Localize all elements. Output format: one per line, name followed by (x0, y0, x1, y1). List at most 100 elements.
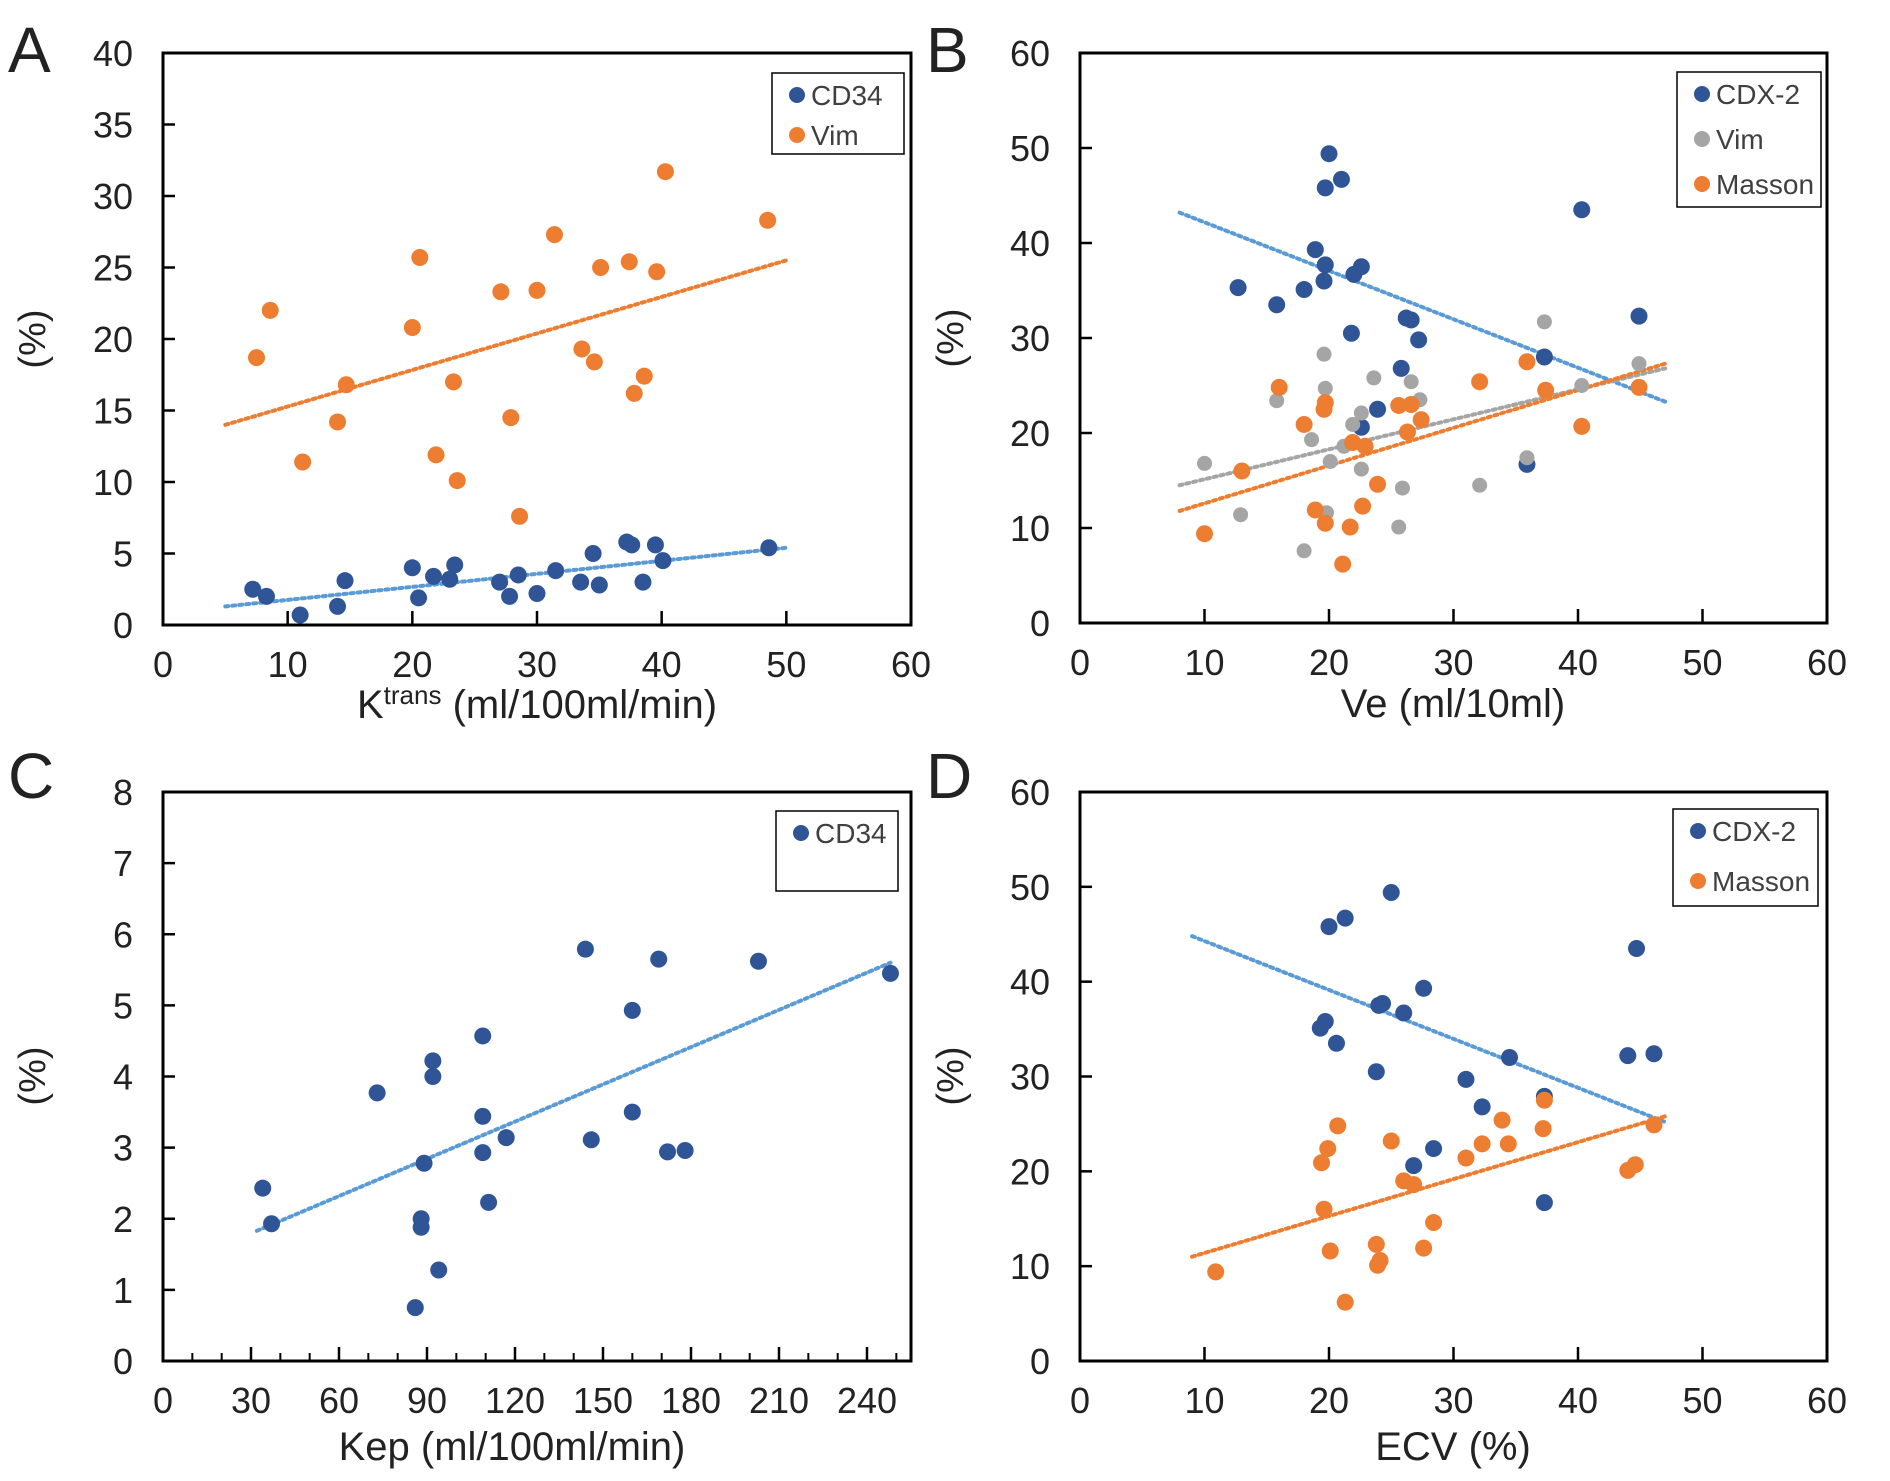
panel-d-y-tick-label: 20 (1010, 1151, 1050, 1192)
panel-a-vim-point (502, 409, 520, 427)
panel-c-y-tick-label: 8 (113, 772, 133, 813)
panel-a-vim-point (759, 211, 777, 229)
panel-a-vim-point (411, 248, 429, 266)
panel-a-vim-point (573, 340, 591, 358)
panel-d-legend-masson-marker (1690, 873, 1706, 889)
panel-d-masson-point (1382, 1132, 1400, 1150)
panel-d-masson-point (1315, 1200, 1333, 1218)
panel-b-vim-point (1366, 370, 1382, 386)
panel-c-cd34-point (576, 940, 594, 958)
panel-b-y-tick-label: 40 (1010, 223, 1050, 264)
panel-b-vim-point (1296, 543, 1312, 559)
panel-d-masson-point (1457, 1149, 1475, 1167)
panel-a-vim-point (248, 349, 265, 367)
panel-c-cd34-point (424, 1068, 442, 1085)
panel-d-y-tick-label: 0 (1030, 1341, 1050, 1382)
panel-b-letter: B (926, 14, 969, 86)
panel-d-y-tick-label: 30 (1010, 1057, 1050, 1098)
panel-b-vim-point (1403, 374, 1419, 390)
panel-d-cdx-2-point (1336, 909, 1354, 927)
panel-a-y-tick-label: 35 (93, 105, 133, 146)
panel-a-cd34-point (441, 570, 459, 588)
panel-b-cdx-2-point (1332, 170, 1350, 188)
panel-d-y-axis-title: (%) (930, 1046, 972, 1105)
panel-b-x-tick-label: 10 (1184, 642, 1224, 683)
panel-c-legend-cd34-marker (793, 825, 809, 841)
panel-b-vim-point (1472, 477, 1488, 493)
panel-a-x-tick-label: 60 (891, 644, 931, 685)
panel-d-cdx-2-point (1415, 979, 1433, 997)
panel-b-masson-point (1316, 394, 1334, 412)
panel-d-y-tick-label: 60 (1010, 772, 1050, 813)
panel-b-x-axis-title: Ve (ml/10ml) (1341, 682, 1566, 726)
panel-c-x-tick-label: 120 (485, 1380, 545, 1421)
panel-b-masson-point (1270, 378, 1288, 396)
panel-b-vim-point (1304, 432, 1320, 448)
panel-b-cdx-2-point (1410, 331, 1428, 349)
panel-d-cdx-2-point (1425, 1140, 1443, 1158)
panel-c-y-tick-label: 0 (113, 1341, 133, 1382)
panel-a-y-tick-label: 15 (93, 391, 133, 432)
panel-a-y-tick-label: 25 (93, 248, 133, 289)
panel-d-masson-point (1535, 1091, 1553, 1109)
panel-a-vim-point (635, 367, 653, 385)
panel-a-x-axis-title-main: K (357, 683, 384, 727)
panel-a-vim-point (585, 353, 603, 371)
panel-b-masson-point (1334, 555, 1352, 573)
panel-b-masson-point (1398, 423, 1416, 441)
panel-a-vim-point (545, 226, 563, 244)
panel-b-masson-point (1537, 381, 1555, 399)
panel-a-cd34-point (425, 567, 443, 585)
panel-a-y-tick-label: 0 (113, 605, 133, 646)
panel-b-marks (1177, 145, 1668, 573)
panel-a-vim-point (592, 259, 610, 276)
panel-b-cdx-2-point (1268, 296, 1286, 314)
panel-b-y-tick-label: 30 (1010, 318, 1050, 359)
panel-a-cd34-point (244, 580, 262, 598)
panel-b-legend-masson-label: Masson (1716, 169, 1814, 200)
panel-c-cd34-point (659, 1143, 677, 1161)
panel-b-x-tick-label: 30 (1433, 642, 1473, 683)
panel-c-cd34-point (254, 1179, 272, 1197)
panel-a-vim-point (511, 507, 529, 525)
panel-a-legend-vim-marker (789, 127, 805, 143)
panel-c-cd34-point (424, 1052, 442, 1070)
panel-a-cd34-point (572, 573, 590, 591)
panel-a-y-axis-title: (%) (12, 309, 54, 368)
panel-a-vim-point (528, 281, 546, 299)
panel-d-masson-point (1329, 1117, 1347, 1135)
panel-a-vim-point (448, 472, 466, 490)
panel-b-cdx-2-point (1229, 279, 1247, 297)
panel-d-cdx-2-point (1619, 1047, 1637, 1065)
panel-b-cdx-2-point (1402, 311, 1420, 329)
panel-c-x-tick-label: 90 (407, 1380, 447, 1421)
panel-d-masson-point (1319, 1140, 1337, 1158)
panel-b-x-tick-label: 0 (1070, 642, 1090, 683)
panel-a-cd34-point (410, 589, 428, 607)
panel-a-cd34-point (760, 539, 778, 557)
panel-b-cdx-2-point (1630, 307, 1648, 325)
panel-a-vim-point (625, 384, 643, 402)
panel-d-marks (1190, 884, 1668, 1311)
panel-d-cdx-2-point (1327, 1034, 1345, 1052)
panel-a-legend-vim-label: Vim (811, 120, 859, 151)
panel-b-masson-point (1295, 415, 1313, 433)
panel-c-cd34-point (474, 1027, 492, 1045)
panel-c-cd34-point (623, 1001, 641, 1019)
panel-d-masson-point (1534, 1120, 1552, 1138)
panel-c-cd34-point (430, 1261, 448, 1279)
panel-a-cd34-point (291, 606, 309, 624)
panel-d-masson-point (1425, 1214, 1443, 1232)
panel-d-cdx-2-point (1645, 1045, 1663, 1063)
panel-a-x-tick-label: 50 (766, 644, 806, 685)
panel-d-letter: D (926, 740, 972, 812)
panel-b-vim-point (1574, 378, 1590, 393)
panel-a-x-tick-label: 20 (392, 644, 432, 685)
panel-b-cdx-2-point (1316, 179, 1334, 197)
panel-c-cd34-point (497, 1129, 515, 1147)
panel-d-cdx-2-point (1628, 939, 1646, 957)
panel-b-vim-point (1197, 455, 1212, 471)
panel-b-masson-point (1412, 411, 1430, 429)
panel-b-x-tick-label: 50 (1682, 642, 1722, 683)
panel-b-legend-vim-label: Vim (1716, 124, 1764, 155)
